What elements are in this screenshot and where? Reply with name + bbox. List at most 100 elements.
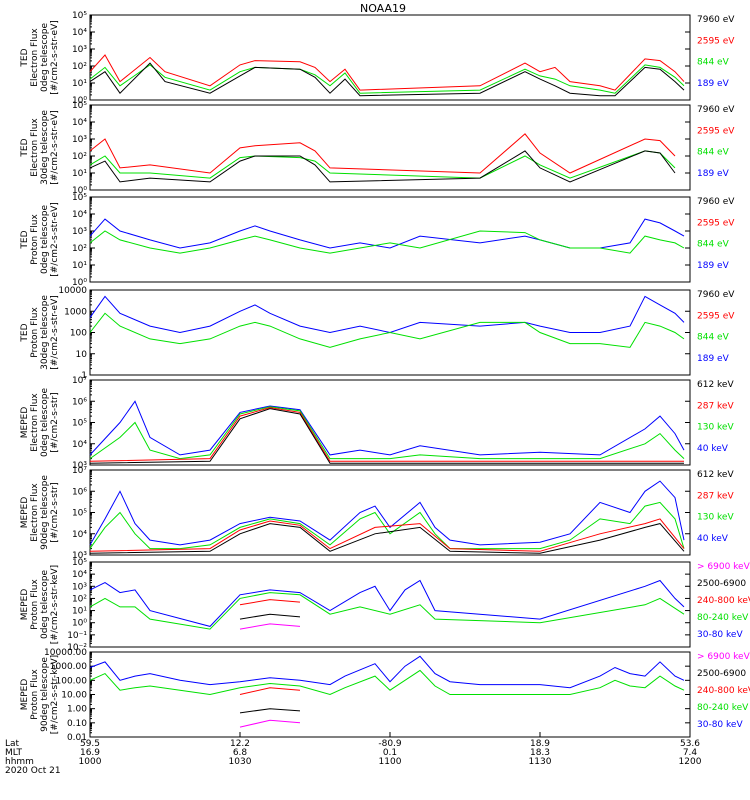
y-tick-label: 10³ [72, 551, 87, 561]
y-tick-label: 10⁵ [72, 11, 87, 21]
y-tick-label: 10000 [58, 286, 87, 296]
panel-frame [89, 196, 691, 283]
x-tick-label: 16.9 [80, 748, 100, 758]
legend-entry: 30-80 keV [697, 720, 743, 730]
y-axis-label-line: [#/cm2-s-str-keV] [50, 565, 60, 644]
series-line-black [239, 613, 301, 620]
legend-entry: 189 eV [697, 169, 730, 179]
y-tick-label: 10² [72, 244, 87, 254]
y-axis-label-line: [#/cm2-s-str-eV] [50, 295, 60, 370]
x-axis: LatMLThhmm59.516.9100012.26.81030-80.90.… [5, 732, 702, 776]
y-axis-label-line: 0deg telescope [40, 388, 50, 458]
y-axis-label: TEDElectron Flux0deg telescope[#/cm2-s-s… [20, 20, 60, 95]
y-tick-label: 10³ [72, 45, 87, 55]
y-tick-label: 10³ [72, 461, 87, 471]
series-line-black [89, 523, 685, 554]
y-axis-label-line: Proton Flux [30, 579, 40, 630]
legend-entry: 2595 eV [697, 126, 735, 136]
y-tick-label: 10 [76, 350, 88, 360]
legend-entry: 80-240 keV [697, 613, 749, 623]
series-line-green [89, 406, 685, 460]
legend-entry: 189 eV [697, 79, 730, 89]
y-tick-label: 1000.00 [50, 662, 87, 672]
panel-frame [89, 379, 691, 466]
legend-entry: 30-80 keV [697, 630, 743, 640]
y-tick-label: 10⁵ [72, 419, 87, 429]
y-axis-label-line: [#/cm2-s-str-eV] [50, 20, 60, 95]
y-axis-label-line: [#/cm2-s-str-keV] [50, 655, 60, 734]
y-tick-label: 10⁴ [72, 28, 87, 38]
y-tick-label: 1 [81, 371, 87, 381]
y-tick-label: 10² [72, 62, 87, 72]
y-tick-label: 10¹ [72, 79, 87, 89]
y-axis-label-line: 30deg telescope [40, 295, 50, 370]
y-tick-label: 0.01 [67, 733, 87, 743]
x-tick-label: 0.1 [383, 748, 397, 758]
y-tick-label: 10⁴ [72, 570, 87, 580]
series-line-green [89, 312, 685, 348]
series-line-green [89, 64, 685, 94]
series-line-red [89, 54, 685, 91]
legend-entry: 189 eV [697, 261, 730, 271]
legend-entry: 287 keV [697, 491, 734, 501]
legend-entry: 7960 eV [697, 15, 735, 25]
y-tick-label: 100 [70, 329, 87, 339]
series-line-magenta [239, 719, 301, 728]
legend-entry: 7960 eV [697, 290, 735, 300]
legend-entry: 40 keV [697, 534, 729, 544]
y-axis-label-line: Electron Flux [30, 28, 40, 87]
y-tick-label: 10⁵ [72, 509, 87, 519]
legend-entry: 189 eV [697, 354, 730, 364]
y-axis-label-line: MEPED [20, 589, 30, 621]
y-axis-label-line: [#/cm2-s-str] [50, 392, 60, 452]
panel-6: 10³ 10⁴ 10⁵ 10⁶ 10⁷ MEPEDElectron Flux90deg t… [20, 466, 734, 561]
y-axis-label-line: MEPED [20, 407, 30, 439]
y-axis-label-line: Electron Flux [30, 483, 40, 542]
x-row-label: hhmm [5, 757, 34, 767]
legend-entry: 80-240 keV [697, 703, 749, 713]
y-tick-label: 10² [72, 152, 87, 162]
y-tick-label: 10⁵ [72, 101, 87, 111]
y-tick-label: 10⁰ [72, 619, 87, 629]
series-line-green [89, 669, 685, 696]
y-axis-label-line: 0deg telescope [40, 205, 50, 275]
y-tick-label: 10⁷ [72, 376, 87, 386]
y-tick-label: 10⁰ [72, 278, 87, 288]
y-tick-label: 10⁴ [72, 210, 87, 220]
y-tick-label: 10⁵ [72, 558, 87, 568]
y-axis-label-line: [#/cm2-s-str] [50, 482, 60, 542]
y-axis-label-line: TED [20, 48, 30, 67]
y-tick-label: 0.10 [67, 719, 87, 729]
y-axis-label-line: TED [20, 230, 30, 249]
y-axis-label-line: 30deg telescope [40, 110, 50, 185]
y-axis-label-line: Proton Flux [30, 669, 40, 720]
panel-3: 10⁰ 10¹ 10² 10³ 10⁴ 10⁵ TEDProton Flux0deg tel… [20, 193, 735, 288]
x-tick-label: 53.6 [680, 739, 700, 749]
y-axis-label: MEPEDElectron Flux90deg telescope[#/cm2-… [20, 475, 60, 550]
series-line-blue [89, 400, 685, 456]
y-axis-label-line: [#/cm2-s-str-eV] [50, 202, 60, 277]
y-tick-label: 10² [72, 594, 87, 604]
legend-entry: 844 eV [697, 58, 730, 68]
x-tick-label: 59.5 [80, 739, 100, 749]
y-tick-label: 10⁴ [72, 440, 87, 450]
y-tick-label: 10¹ [72, 607, 87, 617]
y-axis-label-line: TED [20, 323, 30, 342]
legend-entry: 7960 eV [697, 197, 735, 207]
legend-entry: 844 eV [697, 240, 730, 250]
y-axis-label: TEDProton Flux30deg telescope[#/cm2-s-st… [20, 295, 60, 370]
series-line-black [89, 408, 684, 464]
legend-entry: 844 eV [697, 333, 730, 343]
series-line-red [89, 133, 676, 174]
legend-entry: > 6900 keV [697, 652, 750, 662]
x-tick-label: 12.2 [230, 739, 250, 749]
series-line-magenta [239, 623, 301, 630]
y-axis-label-line: MEPED [20, 497, 30, 529]
chart-title: NOAA19 [360, 2, 406, 15]
y-axis-label-line: MEPED [20, 679, 30, 711]
y-axis-label-line: 90deg telescope [40, 657, 50, 732]
y-axis-label-line: TED [20, 138, 30, 157]
series-line-blue [89, 655, 685, 689]
series-line-green [89, 592, 685, 630]
